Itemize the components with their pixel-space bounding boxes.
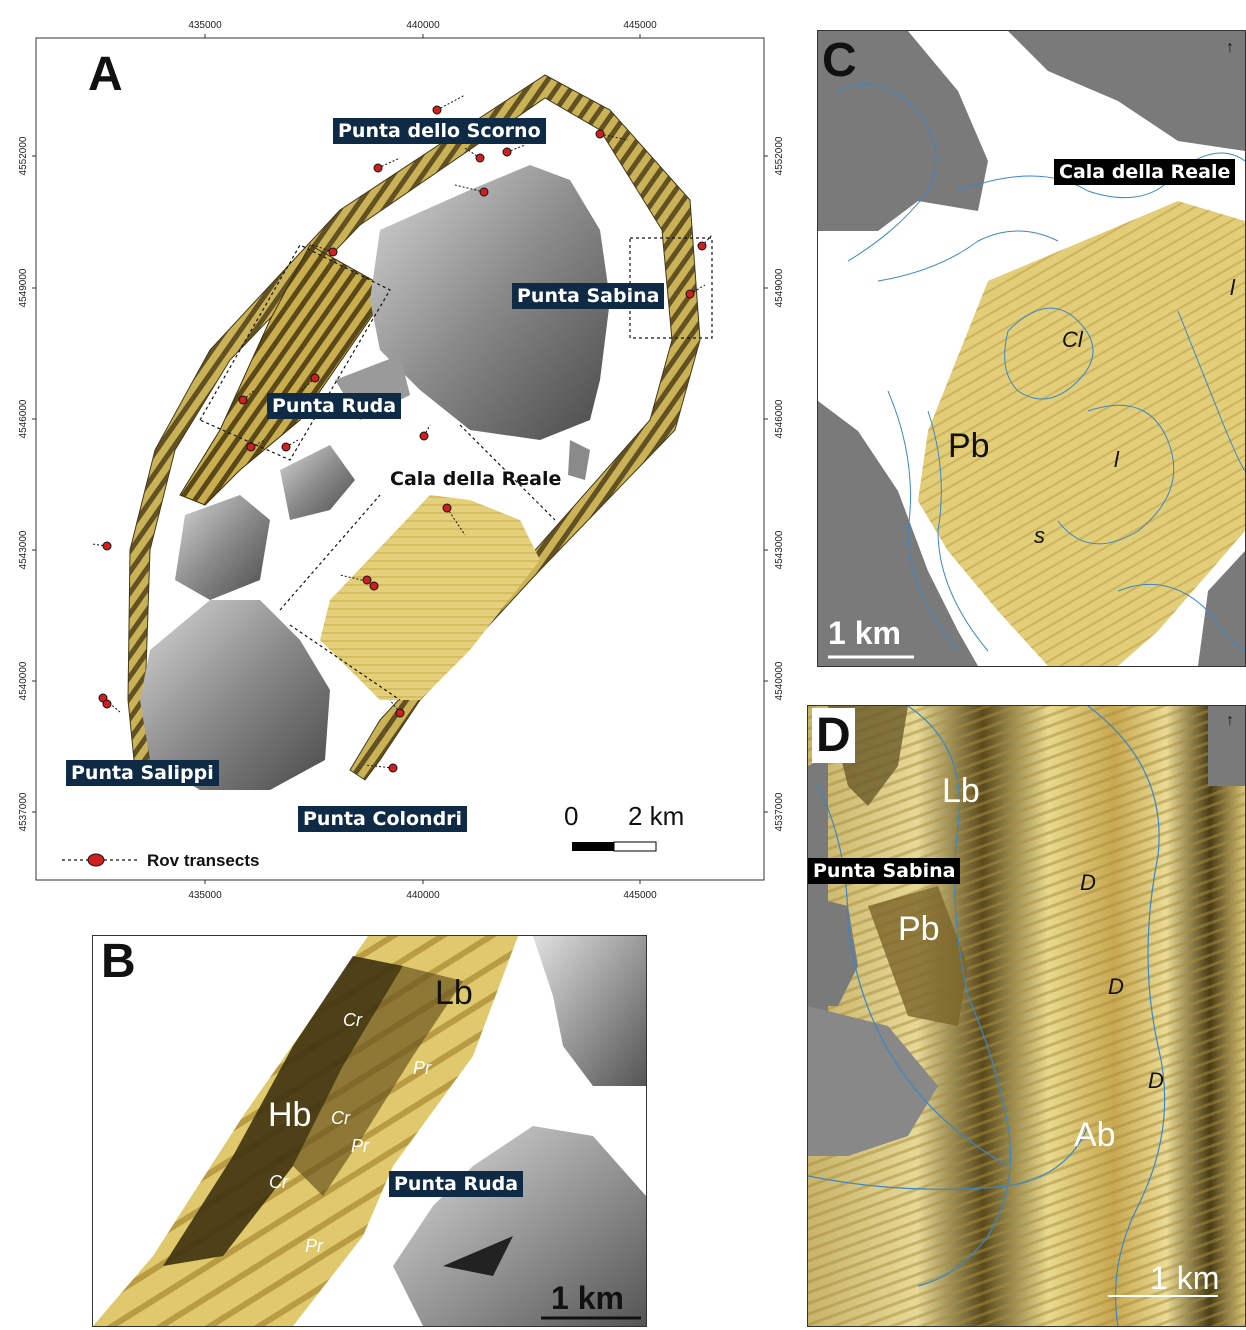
- unit-pr-3: Pr: [305, 1236, 323, 1256]
- x-tick-top-3: 445000: [623, 20, 657, 31]
- y-tick-right-5: 4540000: [774, 661, 785, 700]
- unit-pr-1: Pr: [413, 1058, 431, 1078]
- rov-markers: [91, 94, 713, 773]
- panel-b-map: [93, 936, 646, 1326]
- panel-b-place-punta-ruda: Punta Ruda: [389, 1171, 524, 1197]
- place-punta-colondri: Punta Colondri: [298, 806, 468, 832]
- unit-d-2: D: [1108, 974, 1124, 999]
- panel-d-place-punta-sabina: Punta Sabina: [808, 858, 961, 884]
- y-tick-left-2: 4549000: [18, 268, 29, 307]
- x-tick-top-2: 440000: [406, 20, 440, 31]
- panel-c-scale-label: 1 km: [828, 615, 901, 651]
- unit-d-1: D: [1080, 870, 1096, 895]
- unit-pb-d: Pb: [898, 910, 940, 948]
- y-tick-left-4: 4543000: [18, 530, 29, 569]
- unit-pb: Pb: [948, 427, 990, 465]
- scale-zero: 0: [564, 801, 578, 831]
- panel-d-scale-label: 1 km: [1150, 1260, 1220, 1296]
- x-tick-top-1: 435000: [188, 20, 222, 31]
- x-tick-bottom-1: 435000: [188, 890, 222, 901]
- legend-rov-icon: [87, 853, 105, 867]
- unit-d-3: D: [1148, 1068, 1164, 1093]
- scale-length: 2 km: [628, 801, 684, 831]
- unit-l-1: l: [1230, 275, 1235, 300]
- place-punta-salippi: Punta Salippi: [66, 760, 219, 786]
- unit-cr-3: Cr: [269, 1172, 288, 1192]
- panel-b-scale-label: 1 km: [551, 1280, 624, 1316]
- x-tick-bottom-2: 440000: [406, 890, 440, 901]
- place-punta-ruda: Punta Ruda: [267, 393, 402, 419]
- panel-b-letter: B: [101, 935, 136, 988]
- legend-label: Rov transects: [147, 851, 259, 870]
- panel-d-map: [808, 706, 1245, 1326]
- y-tick-right-4: 4543000: [774, 530, 785, 569]
- y-tick-left-3: 4546000: [18, 399, 29, 438]
- panel-b: B Lb Hb Cr Cr Cr Pr Pr Pr Punta Ruda 1 k…: [92, 935, 647, 1327]
- unit-pr-2: Pr: [351, 1136, 369, 1156]
- y-tick-left-5: 4540000: [18, 661, 29, 700]
- panel-a-letter: A: [88, 48, 123, 101]
- scale-bar-light: [613, 841, 657, 852]
- unit-cr-1: Cr: [343, 1010, 362, 1030]
- x-tick-bottom-3: 445000: [623, 890, 657, 901]
- panel-c-place-cala-della-reale: Cala della Reale: [1054, 159, 1236, 185]
- y-tick-right-6: 4537000: [774, 792, 785, 831]
- unit-s: s: [1034, 523, 1045, 548]
- panel-d-letter: D: [812, 708, 855, 763]
- y-tick-right-2: 4549000: [774, 268, 785, 307]
- north-arrow-icon: ↑: [1226, 39, 1234, 56]
- place-punta-dello-scorno: Punta dello Scorno: [333, 118, 546, 144]
- scale-bar-dark: [572, 842, 614, 851]
- y-tick-left-1: 4552000: [18, 136, 29, 175]
- panel-a: 435000 440000 445000 435000 440000 44500…: [0, 0, 790, 905]
- north-arrow-icon-d: ↑: [1226, 712, 1234, 729]
- panel-c-letter: C: [822, 34, 857, 87]
- unit-cl: Cl: [1062, 327, 1083, 352]
- panel-a-map: 435000 440000 445000 435000 440000 44500…: [18, 20, 785, 901]
- unit-lb-d: Lb: [942, 772, 980, 810]
- y-tick-left-6: 4537000: [18, 792, 29, 831]
- y-tick-right-1: 4552000: [774, 136, 785, 175]
- unit-cr-2: Cr: [331, 1108, 350, 1128]
- unit-lb: Lb: [435, 974, 473, 1012]
- place-cala-della-reale: Cala della Reale: [390, 468, 562, 490]
- unit-ab: Ab: [1074, 1116, 1116, 1154]
- panel-c: C Cala della Reale Pb Cl l l s 1 km ↑: [817, 30, 1246, 667]
- unit-hb: Hb: [268, 1096, 312, 1134]
- y-tick-right-3: 4546000: [774, 399, 785, 438]
- unit-l-2: l: [1114, 447, 1119, 472]
- panel-d: D Lb Pb Ab D D D Punta Sabina 1 km ↑: [807, 705, 1246, 1327]
- panel-c-map: [818, 31, 1245, 666]
- place-punta-sabina: Punta Sabina: [512, 283, 665, 309]
